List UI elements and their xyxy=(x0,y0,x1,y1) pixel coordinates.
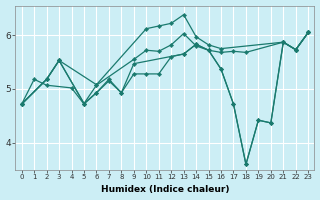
X-axis label: Humidex (Indice chaleur): Humidex (Indice chaleur) xyxy=(101,185,229,194)
